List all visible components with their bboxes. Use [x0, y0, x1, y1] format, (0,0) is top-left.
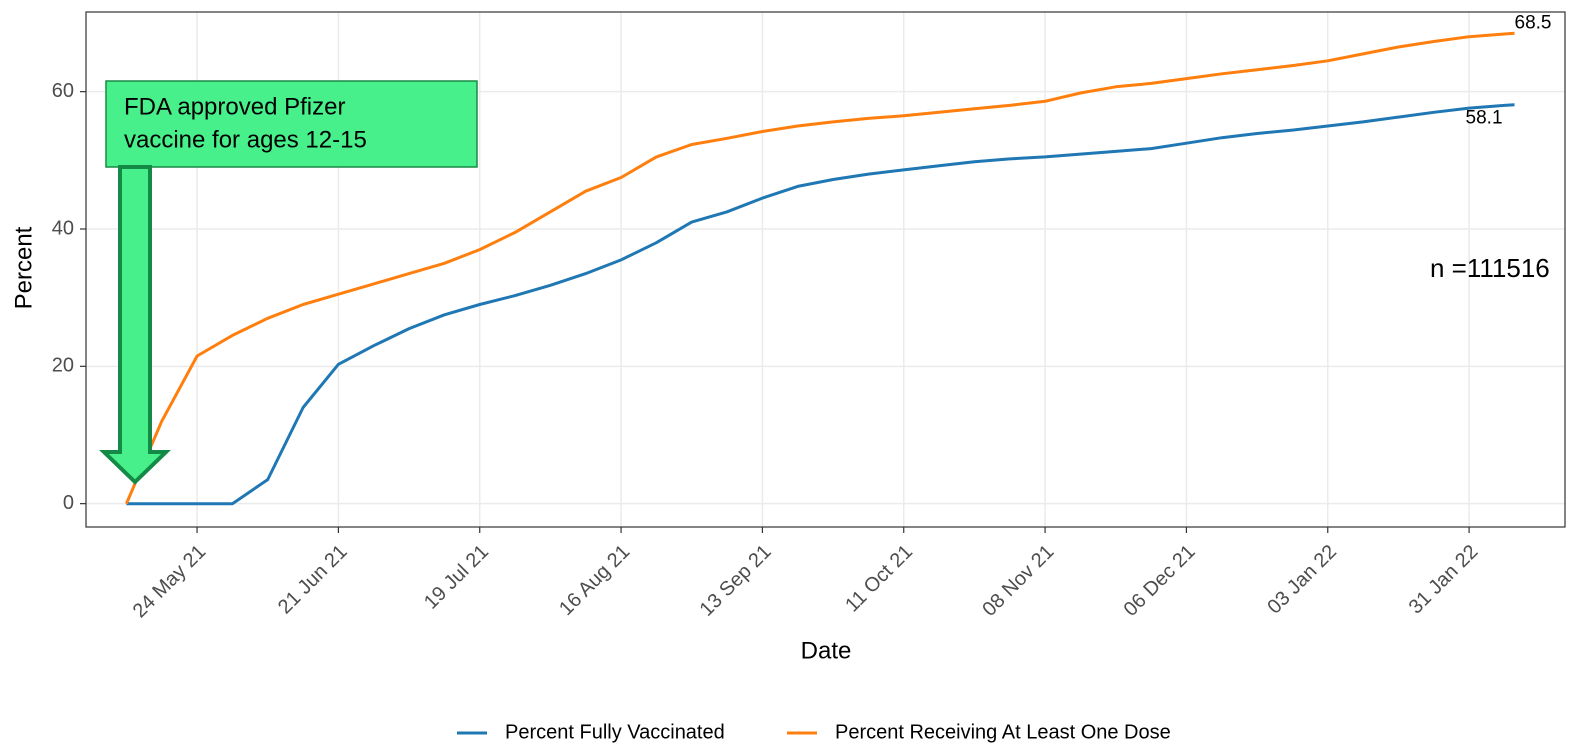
annotation-text: vaccine for ages 12-15	[124, 126, 367, 153]
end-label: 58.1	[1466, 108, 1503, 129]
annotation-text: FDA approved Pfizer	[124, 93, 345, 120]
annotation-box	[105, 80, 478, 168]
annotation-arrow	[99, 165, 171, 485]
legend-label: Percent Receiving At Least One Dose	[835, 721, 1171, 743]
plot-border	[85, 11, 1566, 528]
y-tick-label: 20	[52, 355, 74, 377]
annotation: FDA approved Pfizer vaccine for ages 12-…	[99, 80, 478, 485]
sample-size: n =111516	[1430, 253, 1550, 283]
series-line	[125, 31, 1515, 505]
end-label: 68.5	[1515, 12, 1552, 33]
x-axis-title: Date	[801, 637, 852, 664]
legend: Percent Fully Vaccinated Percent Receivin…	[457, 721, 1171, 743]
legend-label: Percent Fully Vaccinated	[505, 721, 725, 743]
y-tick-label: 40	[52, 217, 74, 239]
y-tick-label: 0	[63, 492, 74, 514]
lines: 58.1 68.5	[125, 12, 1552, 506]
series-line	[126, 103, 1515, 506]
y-tick-label: 60	[52, 80, 74, 102]
y-axis-title: Percent	[10, 226, 37, 309]
